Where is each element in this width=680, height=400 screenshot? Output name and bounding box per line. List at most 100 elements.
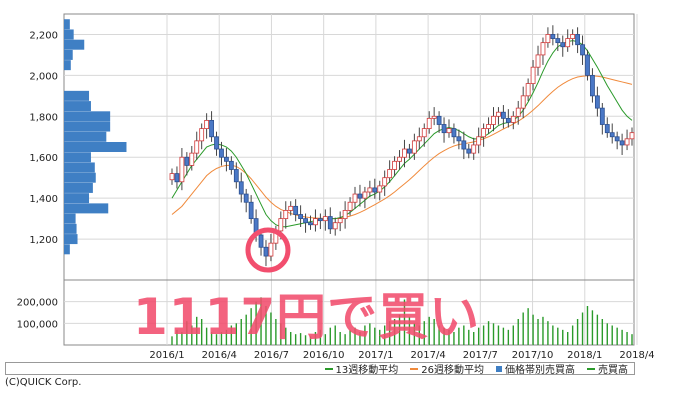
candle-body	[555, 38, 561, 44]
legend-item-sma13: 13週移動平均	[324, 361, 398, 376]
candlestick	[377, 180, 383, 201]
candle-body	[362, 191, 368, 199]
volume-tick-label: 200,000	[17, 298, 58, 309]
candlestick	[169, 168, 175, 185]
copyright-text: (C)QUICK Corp.	[5, 377, 82, 388]
x-tick-label: 2017/10	[512, 350, 554, 361]
volume-profile-bar	[64, 111, 111, 122]
candle-body	[303, 218, 308, 224]
candlestick	[209, 111, 214, 142]
volume-tick-label: 100,000	[17, 319, 58, 330]
candle-body	[496, 111, 501, 117]
candle-body	[258, 234, 264, 248]
candle-body	[367, 187, 373, 193]
candlestick	[599, 103, 605, 135]
volume-profile-bar	[64, 60, 71, 71]
candle-body	[486, 124, 491, 129]
candle-body	[342, 210, 348, 220]
candle-body	[545, 34, 551, 44]
candle-body	[278, 218, 284, 232]
volume-profile-bar	[64, 19, 70, 30]
candle-body	[263, 246, 269, 257]
volume-profile-bar	[64, 90, 90, 101]
candle-body	[530, 66, 536, 84]
legend-item-volume-profile: 価格帯別売買高	[496, 361, 575, 376]
candlestick	[362, 186, 368, 209]
candle-body	[510, 115, 516, 123]
volume-profile-bar	[64, 162, 95, 173]
volume-profile-bar	[64, 29, 74, 40]
volume-tick-labels: 200,000 100,000	[17, 298, 58, 331]
candle-body	[352, 193, 358, 203]
volume-profile-bar	[64, 131, 107, 142]
candle-body	[308, 222, 313, 226]
candlestick	[397, 150, 402, 170]
legend-item-sma26: 26週移動平均	[410, 361, 484, 376]
candle-body	[372, 187, 378, 193]
volume-profile-bar	[64, 121, 111, 132]
candlestick	[392, 156, 397, 177]
candle-body	[451, 128, 457, 138]
candlestick	[402, 139, 407, 168]
volume-profile-bar	[64, 172, 96, 183]
candle-body	[402, 148, 407, 158]
chart-legend: 13週移動平均 26週移動平均 価格帯別売買高 売買高	[5, 361, 635, 376]
candle-body	[243, 193, 249, 203]
candlestick	[505, 109, 511, 128]
candlestick	[451, 123, 457, 144]
candle-body	[466, 148, 472, 154]
candle-body	[565, 38, 571, 48]
sma26-line	[171, 75, 633, 220]
candlestick	[510, 111, 516, 130]
candle-body	[421, 128, 427, 138]
candle-body	[411, 140, 417, 154]
candlestick	[268, 233, 274, 262]
candlestick	[486, 117, 491, 134]
candlestick	[604, 117, 610, 138]
x-tick-label: 2018/4	[619, 350, 654, 361]
candle-body	[431, 115, 437, 119]
volume-profile-bars	[64, 19, 127, 255]
candlestick	[441, 117, 447, 143]
overlay-annotation: 1117円で買い	[133, 288, 481, 346]
candle-body	[327, 216, 333, 230]
candlestick	[565, 29, 571, 52]
candle-body	[520, 95, 526, 109]
x-tick-label: 2016/10	[303, 350, 345, 361]
candlestick	[298, 205, 304, 228]
volume-profile-bar	[64, 234, 78, 245]
candle-body	[293, 205, 299, 215]
candlestick	[466, 143, 472, 159]
candle-body	[560, 42, 566, 48]
candlestick	[456, 129, 462, 150]
volume-profile-bar	[64, 39, 85, 50]
legend-label: 価格帯別売買高	[505, 365, 575, 376]
candlestick	[199, 123, 205, 150]
candlestick	[219, 141, 224, 166]
candlestick	[431, 107, 437, 126]
candlestick	[238, 172, 244, 203]
candlestick	[481, 123, 487, 147]
candlestick	[421, 123, 427, 147]
price-tick-labels: 2,200 2,000 1,800 1,600 1,400 1,200	[29, 30, 58, 246]
candle-body	[619, 140, 625, 146]
candlestick	[194, 131, 200, 160]
candlestick	[585, 49, 590, 81]
candlestick	[407, 143, 412, 159]
candle-body	[288, 205, 294, 211]
candlestick	[214, 131, 219, 156]
volume-profile-bar	[64, 152, 91, 163]
candlestick	[382, 170, 388, 196]
candle-body	[209, 120, 214, 138]
candle-body	[540, 42, 546, 56]
candle-body	[629, 132, 635, 140]
candlestick	[293, 199, 299, 222]
candle-body	[298, 214, 304, 220]
candlestick	[619, 133, 625, 155]
candle-body	[332, 222, 338, 230]
price-tick-label: 2,200	[29, 30, 58, 41]
candlestick	[357, 184, 363, 207]
candlestick	[609, 123, 615, 144]
candle-body	[624, 138, 630, 146]
candlestick	[308, 215, 313, 230]
